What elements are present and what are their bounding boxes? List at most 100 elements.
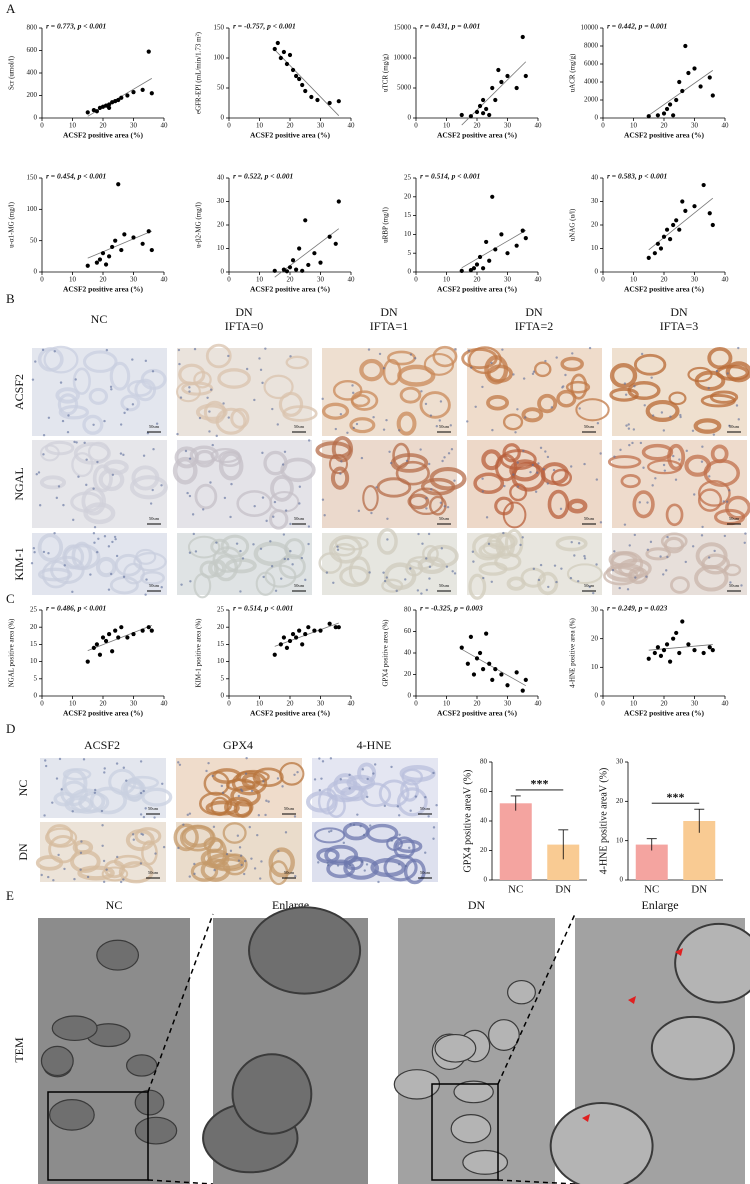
nucleus (650, 376, 653, 379)
nucleus (318, 757, 321, 760)
point (140, 241, 145, 246)
nucleus (289, 522, 292, 526)
tubule (215, 407, 247, 435)
nucleus (429, 414, 433, 417)
nucleus (179, 396, 183, 399)
y-tick-label: 15 (30, 640, 38, 648)
mitochondrion (248, 906, 362, 995)
point (664, 106, 670, 112)
x-tick-label: 10 (69, 700, 77, 708)
nucleus (300, 556, 304, 560)
tubule (212, 546, 243, 573)
nucleus (257, 814, 261, 817)
nucleus (735, 404, 739, 407)
nucleus (645, 575, 648, 578)
nucleus (447, 452, 451, 455)
tubule (468, 573, 487, 600)
nucleus (646, 501, 649, 504)
nucleus (432, 826, 436, 829)
point (94, 642, 99, 647)
zoom-box (431, 1083, 499, 1181)
point (514, 243, 519, 248)
point (646, 255, 651, 260)
nucleus (193, 862, 196, 866)
nucleus (248, 825, 251, 829)
scale-label: 50um (729, 583, 740, 588)
point (664, 227, 670, 232)
tubule (72, 367, 91, 395)
x-tick-label: 10 (443, 122, 451, 130)
nucleus (111, 473, 115, 476)
nucleus (397, 863, 401, 866)
nucleus (86, 875, 90, 879)
nucleus (152, 448, 155, 451)
nucleus (559, 507, 563, 511)
y-axis-label: uNAG (u/l) (569, 208, 577, 241)
x-tick-label: 30 (130, 122, 138, 130)
row-label: KIM-1 (12, 547, 26, 580)
x-tick-label: 20 (287, 700, 295, 708)
nucleus (613, 455, 616, 458)
y-tick-label: 100 (214, 54, 225, 62)
point (493, 247, 498, 252)
tubule (660, 532, 688, 550)
scale-label: 50um (294, 424, 305, 429)
y-tick-label: 5 (221, 674, 225, 682)
nucleus (662, 463, 666, 467)
point (297, 76, 302, 82)
point (505, 73, 510, 79)
nucleus (77, 475, 80, 478)
mitochondrion (507, 979, 536, 1005)
y-tick-label: 200 (27, 91, 38, 99)
point (113, 238, 118, 243)
point (116, 635, 121, 640)
nucleus (289, 355, 292, 358)
tubule (419, 391, 451, 419)
y-tick-label: 8000 (584, 42, 599, 50)
nucleus (386, 538, 389, 541)
nucleus (713, 549, 716, 553)
nucleus (419, 448, 422, 451)
nucleus (691, 545, 695, 548)
nucleus (588, 585, 591, 589)
y-tick-label: 800 (27, 24, 38, 32)
tubule (264, 564, 297, 588)
nucleus (209, 481, 212, 484)
tubule (218, 450, 242, 468)
x-tick-label: 0 (414, 122, 418, 130)
nucleus (446, 505, 450, 509)
point (284, 269, 290, 274)
row-label: NGAL (12, 467, 26, 500)
nucleus (294, 874, 297, 878)
point (523, 677, 528, 682)
nucleus (321, 760, 325, 763)
tubule (63, 543, 101, 571)
tubule (179, 824, 216, 852)
nucleus (427, 462, 431, 466)
tubule (509, 459, 541, 482)
nucleus (276, 777, 280, 780)
tubule (88, 387, 109, 405)
y-tick-label: 0 (408, 114, 412, 122)
nucleus (313, 778, 317, 781)
nucleus (546, 482, 550, 485)
scale-label: 50um (149, 516, 160, 521)
y-tick-label: 0 (34, 268, 38, 276)
point (107, 105, 112, 110)
annotation: r = 0.249, p = 0.023 (607, 604, 667, 613)
nucleus (206, 396, 209, 399)
point (278, 55, 283, 61)
point (646, 656, 651, 661)
tubule (670, 576, 690, 594)
nucleus (42, 550, 46, 554)
nucleus (726, 372, 729, 375)
tubule (667, 443, 686, 471)
nucleus (103, 419, 106, 423)
nucleus (283, 557, 286, 561)
x-tick-label: 30 (317, 700, 325, 708)
point (315, 97, 320, 103)
nucleus (529, 470, 532, 474)
point (465, 661, 470, 666)
tubule (199, 560, 219, 579)
nucleus (92, 487, 95, 490)
